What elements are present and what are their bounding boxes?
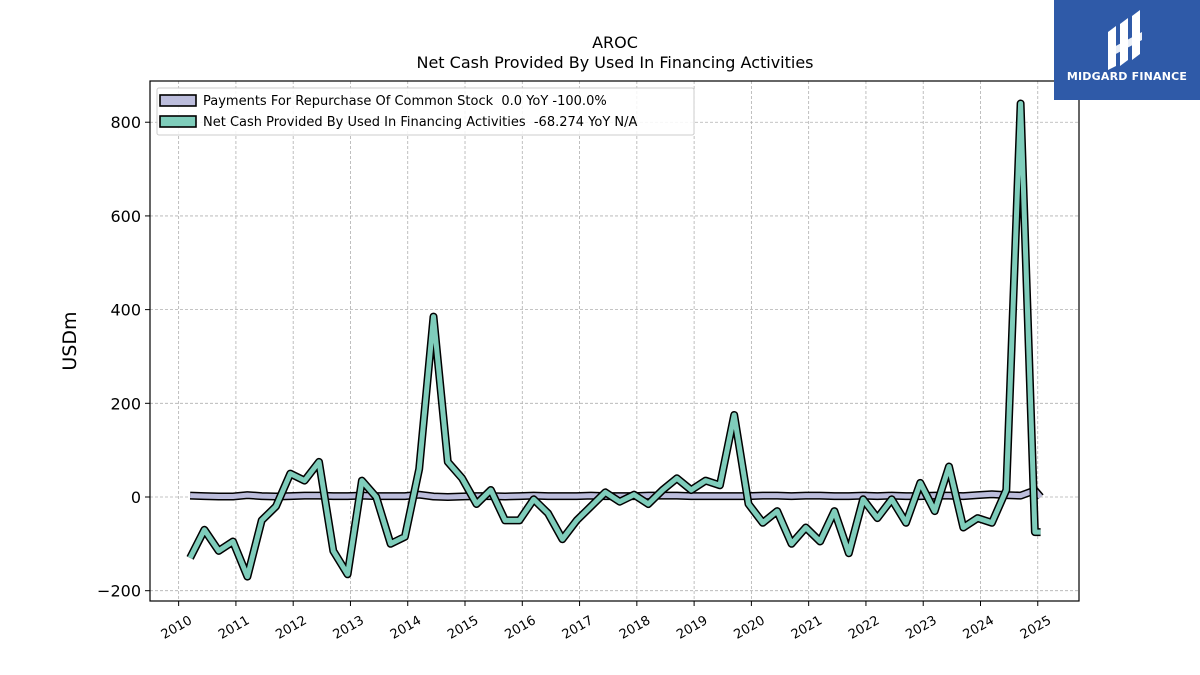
x-tick-label: 2021 — [789, 613, 825, 643]
midgard-logo-icon — [1108, 10, 1142, 70]
y-tick-label: 0 — [131, 488, 141, 507]
x-tick-label: 2023 — [903, 613, 939, 643]
legend: Payments For Repurchase Of Common Stock … — [156, 87, 695, 136]
x-tick-label: 2017 — [560, 613, 596, 643]
grid — [150, 81, 1079, 601]
chart-title: AROC — [592, 33, 638, 52]
x-tick-label: 2020 — [732, 613, 768, 643]
legend-box — [156, 87, 695, 136]
x-tick-label: 2010 — [159, 613, 195, 643]
x-tick-label: 2018 — [617, 613, 653, 643]
legend-label: Payments For Repurchase Of Common Stock … — [203, 94, 607, 109]
series-line — [187, 101, 1041, 580]
y-tick-label: 200 — [110, 394, 141, 413]
series-line — [190, 487, 1043, 500]
x-tick-label: 2024 — [961, 613, 997, 643]
x-tick-label: 2011 — [216, 613, 252, 643]
legend-label: Net Cash Provided By Used In Financing A… — [203, 115, 638, 130]
x-tick-label: 2014 — [388, 613, 424, 643]
series-layer — [186, 99, 1044, 581]
y-tick-label: −200 — [97, 582, 141, 601]
x-tick-label: 2016 — [502, 613, 538, 643]
x-tick-label: 2022 — [846, 613, 882, 643]
x-tick-label: 2025 — [1018, 613, 1054, 643]
x-tick-label: 2015 — [445, 613, 481, 643]
midgard-finance-logo: MIDGARD FINANCE — [1054, 0, 1200, 100]
y-axis: −200 0 200 400 600 800 — [97, 113, 150, 601]
legend-swatch — [159, 94, 197, 107]
y-tick-label: 400 — [110, 301, 141, 320]
x-tick-label: 2019 — [674, 613, 710, 643]
x-tick-label: 2012 — [273, 613, 309, 643]
y-axis-label: USDm — [59, 311, 81, 370]
y-tick-label: 800 — [110, 113, 141, 132]
x-tick-label: 2013 — [331, 613, 367, 643]
chart-subtitle: Net Cash Provided By Used In Financing A… — [416, 53, 813, 72]
plot-frame — [149, 80, 1080, 602]
series-2 — [186, 99, 1041, 581]
series-1 — [189, 486, 1044, 501]
y-tick-label: 600 — [110, 207, 141, 226]
x-axis: 2010 2011 2012 2013 2014 2015 2016 2017 2018 2019… — [159, 601, 1054, 643]
legend-swatch — [159, 115, 197, 128]
logo-text: MIDGARD FINANCE — [1066, 70, 1188, 83]
